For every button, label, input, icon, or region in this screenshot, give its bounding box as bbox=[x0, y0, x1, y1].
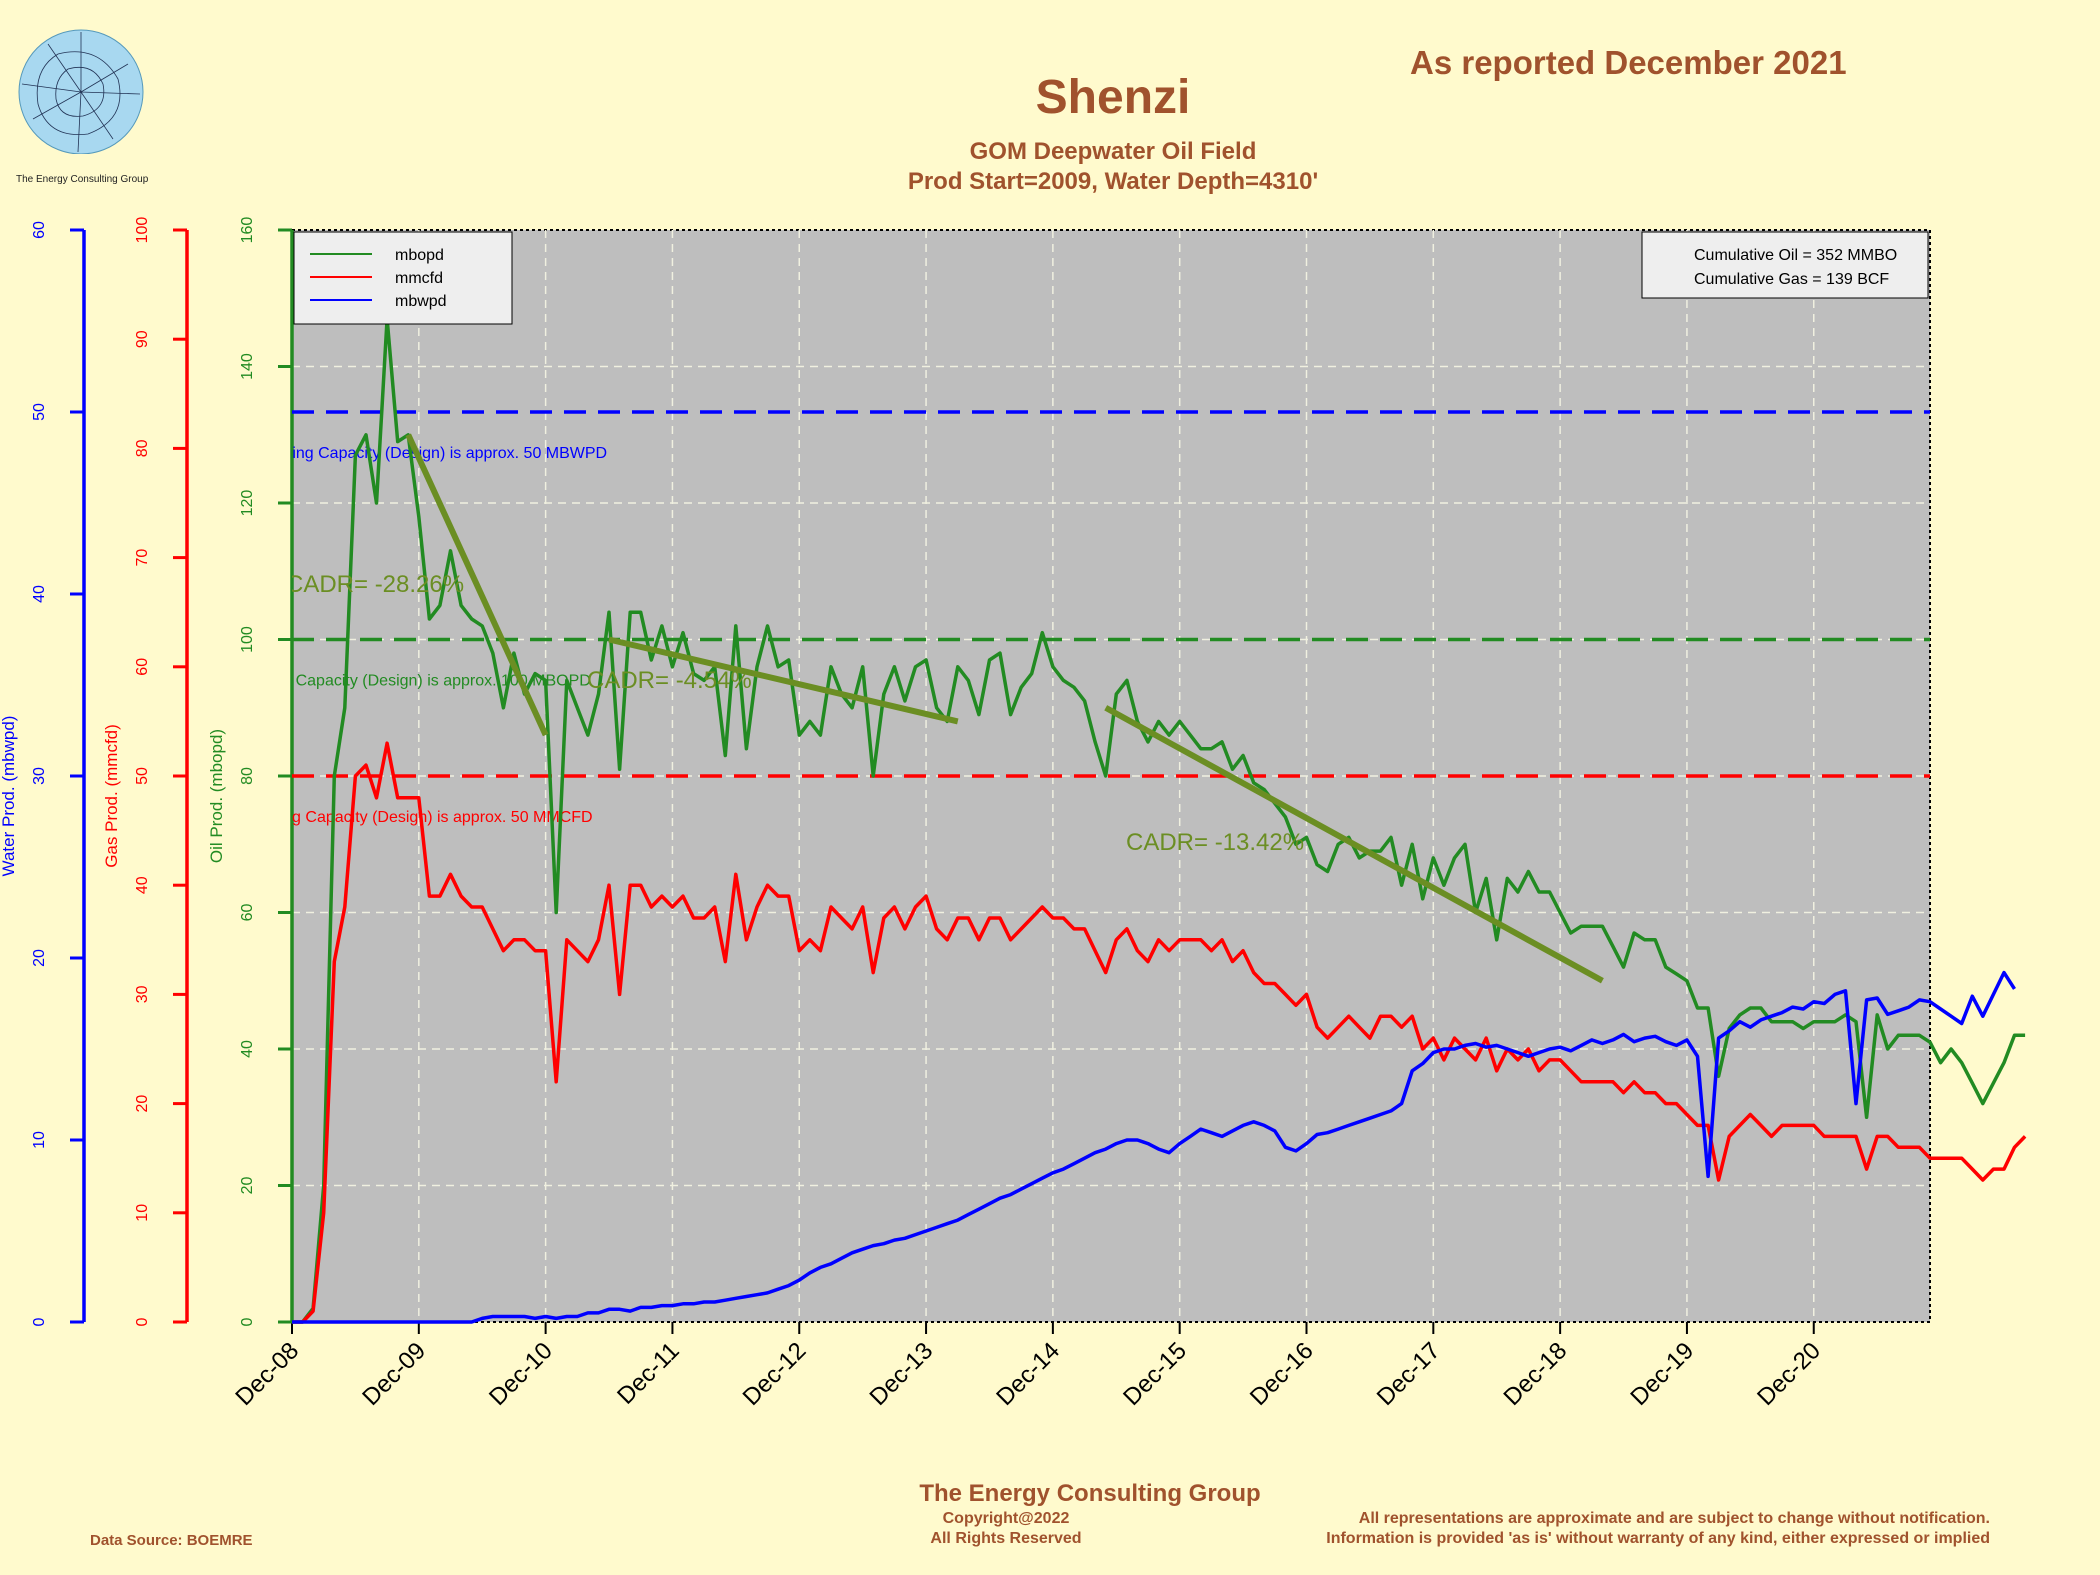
chart-title: Shenzi bbox=[1035, 71, 1191, 124]
report-date: As reported December 2021 bbox=[1410, 44, 1847, 81]
company-logo bbox=[18, 29, 144, 154]
series-mbwpd bbox=[292, 970, 2016, 1324]
cumulative-oil: Cumulative Oil = 352 MMBO bbox=[1694, 247, 1897, 264]
cadr-label: CADR= -4.54% bbox=[587, 667, 752, 694]
oil-tick-label: 140 bbox=[239, 353, 256, 380]
x-tick-label: Dec-10 bbox=[484, 1337, 558, 1411]
cumulative-gas: Cumulative Gas = 139 BCF bbox=[1694, 271, 1889, 288]
gas-tick-label: 20 bbox=[134, 1095, 151, 1113]
water-tick-label: 20 bbox=[31, 949, 48, 967]
capacity-label: Water Handling Capacity (Design) is appr… bbox=[204, 445, 607, 462]
oil-tick-label: 60 bbox=[239, 904, 256, 922]
gas-tick-label: 60 bbox=[134, 658, 151, 676]
gas-tick-label: 10 bbox=[134, 1204, 151, 1222]
x-tick-label: Dec-08 bbox=[230, 1337, 304, 1411]
x-tick-label: Dec-18 bbox=[1499, 1337, 1573, 1411]
x-tick-label: Dec-19 bbox=[1625, 1337, 1699, 1411]
oil-tick-label: 0 bbox=[239, 1317, 256, 1326]
oil-tick-label: 160 bbox=[239, 217, 256, 244]
oil-axis-label: Oil Prod. (mbopd) bbox=[207, 729, 226, 863]
x-tick-label: Dec-16 bbox=[1245, 1337, 1319, 1411]
chart-subtitle-2: Prod Start=2009, Water Depth=4310' bbox=[907, 168, 1319, 195]
x-tick-label: Dec-13 bbox=[865, 1337, 939, 1411]
legend-label-mbwpd: mbwpd bbox=[395, 293, 447, 310]
decline-trend-line bbox=[405, 433, 549, 737]
series-mmcfd bbox=[292, 741, 2027, 1324]
gas-tick-label: 70 bbox=[134, 549, 151, 567]
water-tick-label: 10 bbox=[31, 1131, 48, 1149]
footer-company: The Energy Consulting Group bbox=[919, 1480, 1261, 1507]
water-tick-label: 0 bbox=[31, 1317, 48, 1326]
oil-tick-label: 20 bbox=[239, 1177, 256, 1195]
cadr-label: CADR= -13.42% bbox=[1126, 829, 1304, 856]
x-tick-label: Dec-20 bbox=[1752, 1337, 1826, 1411]
series-mbopd bbox=[292, 316, 2026, 1324]
x-tick-label: Dec-15 bbox=[1118, 1337, 1192, 1411]
decline-trend-line bbox=[1104, 705, 1604, 984]
gas-tick-label: 90 bbox=[134, 330, 151, 348]
water-tick-label: 60 bbox=[31, 221, 48, 239]
cadr-label: CADR= -28.26% bbox=[286, 571, 464, 598]
oil-tick-label: 40 bbox=[239, 1040, 256, 1058]
cumulative-box-bg bbox=[1641, 231, 1929, 299]
water-tick-label: 30 bbox=[31, 767, 48, 785]
water-axis-label: Water Prod. (mbwpd) bbox=[0, 716, 18, 877]
data-source: Data Source: BOEMRE bbox=[90, 1532, 253, 1549]
water-tick-label: 40 bbox=[31, 585, 48, 603]
legend-label-mbopd: mbopd bbox=[395, 247, 444, 264]
gas-tick-label: 0 bbox=[134, 1317, 151, 1326]
x-tick-label: Dec-09 bbox=[357, 1337, 431, 1411]
legend: mbopd mmcfd mbwpd bbox=[293, 231, 513, 325]
gas-axis-label: Gas Prod. (mmcfd) bbox=[102, 724, 121, 868]
capacity-label: Gas Handling Capacity (Design) is approx… bbox=[204, 809, 593, 826]
oil-tick-label: 100 bbox=[239, 626, 256, 653]
gas-tick-label: 50 bbox=[134, 767, 151, 785]
chart-subtitle: GOM Deepwater Oil Field bbox=[969, 138, 1257, 165]
water-tick-label: 50 bbox=[31, 403, 48, 421]
decline-trend-line bbox=[608, 636, 959, 725]
gas-tick-label: 30 bbox=[134, 985, 151, 1003]
footer-rights: All Rights Reserved bbox=[930, 1530, 1082, 1547]
gas-tick-label: 40 bbox=[134, 876, 151, 894]
x-tick-label: Dec-12 bbox=[738, 1337, 812, 1411]
x-tick-label: Dec-11 bbox=[612, 1337, 685, 1410]
disclaimer-line-1: All representations are approximate and … bbox=[1358, 1510, 1990, 1527]
gas-tick-label: 80 bbox=[134, 439, 151, 457]
cumulative-box: Cumulative Oil = 352 MMBO Cumulative Gas … bbox=[1641, 231, 1929, 299]
x-tick-label: Dec-17 bbox=[1372, 1337, 1446, 1411]
x-tick-label: Dec-14 bbox=[991, 1337, 1065, 1411]
oil-tick-label: 80 bbox=[239, 767, 256, 785]
gas-tick-label: 100 bbox=[134, 217, 151, 244]
disclaimer-line-2: Information is provided 'as is' without … bbox=[1326, 1530, 1990, 1547]
logo-caption: The Energy Consulting Group bbox=[16, 174, 149, 185]
footer-copyright: Copyright@2022 bbox=[942, 1510, 1070, 1527]
oil-tick-label: 120 bbox=[239, 490, 256, 517]
legend-label-mmcfd: mmcfd bbox=[395, 270, 443, 287]
